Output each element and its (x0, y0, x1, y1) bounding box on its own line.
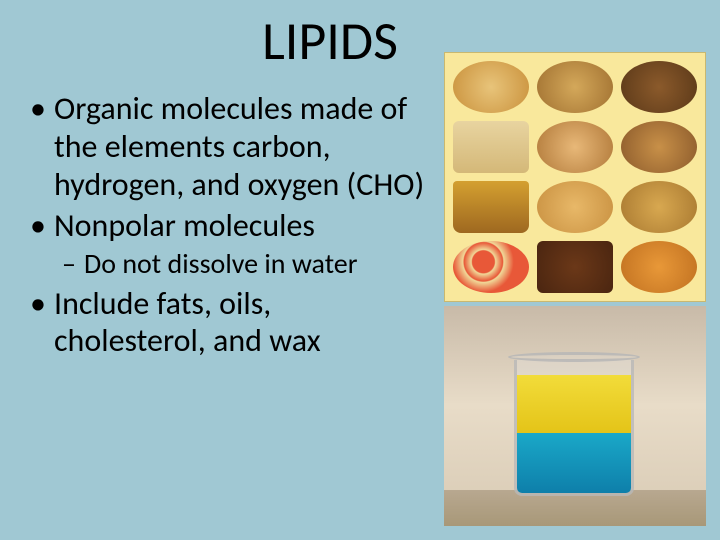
food-icon (537, 61, 613, 113)
food-icon (621, 181, 697, 233)
water-layer (517, 433, 631, 493)
food-icon (453, 121, 529, 173)
food-grid (445, 53, 705, 301)
food-icon (453, 241, 529, 293)
beaker-image (444, 306, 706, 526)
food-collage-image (444, 52, 706, 302)
beaker-body (514, 360, 634, 496)
food-icon (537, 241, 613, 293)
food-icon (621, 61, 697, 113)
beaker (514, 346, 634, 496)
bullet-2-text: Nonpolar molecules (54, 206, 315, 245)
bullet-3: Include fats, oils, cholesterol, and wax (54, 285, 394, 361)
oil-layer (517, 375, 631, 433)
slide: LIPIDS Organic molecules made of the ele… (0, 0, 720, 540)
beaker-rim (508, 352, 640, 362)
food-icon (621, 121, 697, 173)
food-icon (621, 241, 697, 293)
food-icon (537, 121, 613, 173)
bullet-1: Organic molecules made of the elements c… (54, 90, 454, 203)
food-icon (453, 61, 529, 113)
food-icon (537, 181, 613, 233)
food-icon (453, 181, 529, 233)
